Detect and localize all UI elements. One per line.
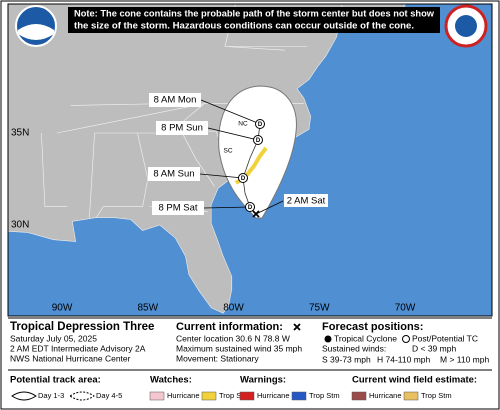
advisory: 2 AM EDT Intermediate Advisory 2A <box>10 343 146 353</box>
current-time-label: 2 AM Sat <box>287 196 326 207</box>
forecast-point <box>245 202 255 212</box>
forecast-time-label: 8 AM Mon <box>154 95 197 106</box>
legend-text: Day 4-5 <box>96 391 122 400</box>
wind-label: Hurricane <box>369 391 402 400</box>
issuer: NWS National Hurricane Center <box>10 353 131 363</box>
forecast-time-label: 8 PM Sun <box>161 123 203 134</box>
label-box <box>156 121 208 135</box>
wind-class: H 74-110 mph <box>377 354 431 364</box>
lat-label: 35N <box>11 128 29 139</box>
forecast-point <box>238 173 248 183</box>
legend-text: Tropical Cyclone <box>334 333 397 343</box>
watch-label-swatch <box>149 391 165 401</box>
label-box <box>284 194 328 207</box>
watch-label: Hurricane <box>167 391 200 400</box>
state-label: NC <box>238 121 248 128</box>
leader-line <box>199 173 244 179</box>
note-line: Note: The cone contains the probable pat… <box>74 8 435 18</box>
state-label: SC <box>223 148 232 155</box>
map-border <box>7 3 493 317</box>
current-line: Center location 30.6 N 78.8 W <box>176 333 290 343</box>
current-line: Movement: Stationary <box>176 353 259 363</box>
warning-label: Hurricane <box>257 391 290 400</box>
legend-text: Sustained winds: <box>322 343 386 353</box>
lon-label: 70W <box>395 303 416 314</box>
warning-label-swatch <box>291 391 307 401</box>
note-line: the size of the storm. Hazardous conditi… <box>74 20 414 30</box>
forecast-time-label: 8 AM Sun <box>153 169 194 180</box>
wind-class: M > 110 mph <box>440 354 489 364</box>
wind-class: D < 39 mph <box>412 343 456 353</box>
lon-label: 85W <box>137 303 158 314</box>
nws-logo-center <box>455 15 477 37</box>
intensity-letter: D <box>256 138 261 144</box>
state-border <box>96 132 149 218</box>
warning-label-swatch <box>239 391 255 401</box>
lon-label: 75W <box>309 303 330 314</box>
tc-symbol <box>324 335 332 343</box>
wind-class: S 39-73 mph <box>322 354 371 364</box>
watch-label-swatch <box>201 391 217 401</box>
noaa-logo-wave <box>18 24 54 40</box>
state-border <box>41 132 68 207</box>
current-symbol <box>293 323 301 331</box>
current-line: Maximum sustained wind 35 mph <box>176 343 302 353</box>
legend-text: Day 1-3 <box>38 391 64 400</box>
lat-label: 30N <box>11 220 29 231</box>
label-box <box>148 167 200 181</box>
leader-line <box>207 127 259 141</box>
lon-label: 80W <box>223 303 244 314</box>
cone <box>218 85 297 219</box>
label-box <box>152 201 204 215</box>
wind-label-swatch <box>351 391 367 401</box>
label-box <box>149 93 201 107</box>
current-title: Current information: <box>176 321 283 333</box>
map <box>8 4 492 316</box>
state-border <box>89 132 95 218</box>
leader-line <box>200 99 261 125</box>
day13-swatch <box>11 391 37 401</box>
wind-label: Trop Stm <box>421 391 452 400</box>
intensity-letter: D <box>258 122 263 128</box>
date: Saturday July 05, 2025 <box>10 333 97 343</box>
watches-title: Watches: <box>150 375 192 386</box>
leader-line <box>203 206 251 209</box>
storm-name: Tropical Depression Three <box>10 321 154 333</box>
wind-label-swatch <box>403 391 419 401</box>
forecast-time-label: 8 PM Sat <box>158 203 197 214</box>
note-box <box>68 7 440 33</box>
watch-label: Trop Stm <box>219 391 250 400</box>
post-tc-symbol <box>402 335 410 343</box>
track-title: Potential track area: <box>10 375 101 386</box>
state-border <box>180 129 215 187</box>
intensity-letter: D <box>241 176 246 182</box>
day45-swatch <box>69 391 95 401</box>
forecast-point <box>253 135 263 145</box>
warnings-title: Warnings: <box>240 375 286 386</box>
legend-text: Post/Potential TC <box>412 333 478 343</box>
leader-line <box>255 200 284 215</box>
wind-title: Current wind field estimate: <box>352 375 477 386</box>
state-border <box>56 103 205 134</box>
forecast-point <box>255 119 265 129</box>
intensity-letter: D <box>248 205 253 211</box>
current-position <box>252 210 260 218</box>
forecast-title: Forecast positions: <box>322 321 423 333</box>
warning-label: Trop Stm <box>309 391 340 400</box>
lon-label: 90W <box>52 303 73 314</box>
